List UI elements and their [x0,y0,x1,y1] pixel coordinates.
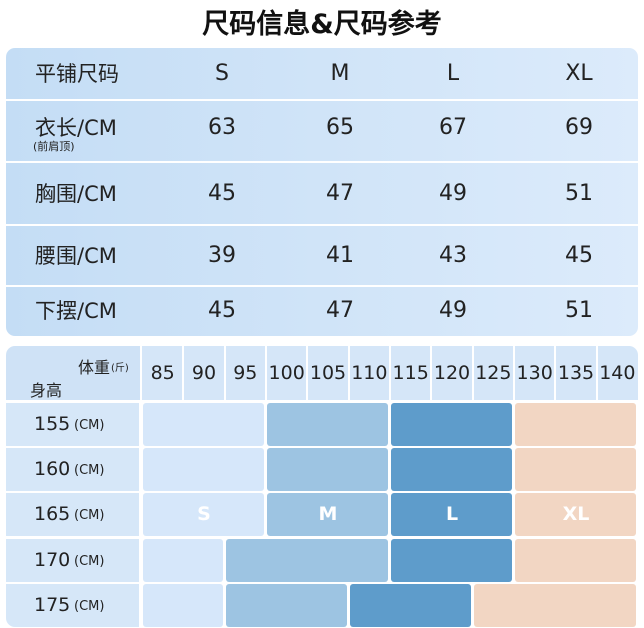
size-segment [349,584,471,627]
height-value: 175 [34,594,71,616]
col-divider [347,346,350,400]
size-segment [143,493,264,536]
weight-tick: 130 [516,362,553,384]
measure: 65 [326,115,354,140]
measure: 41 [326,242,354,268]
size-segment [143,539,223,582]
weight-tick: 90 [191,362,217,384]
height-cell [6,403,139,446]
size-segment [391,448,512,491]
row-note: (前肩顶) [33,140,75,153]
weight-unit: (斤) [111,363,129,374]
weight-tick: 135 [557,362,595,384]
size-segment [391,539,512,582]
height-value: 170 [34,549,71,571]
row-divider [6,285,638,287]
size-segment [515,493,636,536]
size-segment [143,448,264,491]
size-header: S [215,61,229,86]
measure: 51 [565,298,593,323]
height-label: 身高 [30,381,63,400]
weight-tick: 100 [268,362,305,384]
size-header: XL [565,61,593,86]
size-segment [143,584,223,627]
title: 尺码信息&尺码参考 [202,9,442,40]
col-divider [430,346,433,400]
size-header: M [330,61,350,86]
measure: 63 [208,115,236,140]
height-value: 160 [34,458,71,480]
col-divider [265,346,267,400]
size-segment [391,493,512,536]
col-divider [554,346,557,400]
measure: 43 [439,242,467,268]
size-segment [391,403,512,446]
measure: 51 [565,180,593,206]
size-segment [515,403,636,446]
col-divider [389,346,391,400]
measure: 45 [565,242,593,268]
height-value: 155 [34,413,71,435]
height-unit: (CM) [74,599,105,614]
col-divider [182,346,185,400]
weight-tick: 85 [150,362,175,384]
height-cell [6,584,139,627]
size-label: M [318,503,338,525]
height-cell [6,493,139,536]
size-segment [225,584,347,627]
size-table-bg [6,48,638,336]
measure: 47 [326,180,354,206]
measure: 45 [208,180,236,206]
corner-cell [6,346,140,400]
col-divider [513,346,515,400]
col-divider [471,346,474,400]
measure: 39 [208,242,236,268]
weight-tick: 95 [233,362,258,384]
height-value: 165 [34,503,71,525]
height-unit: (CM) [74,508,105,523]
weight-label: 体重 [78,358,111,377]
size-segment [515,448,636,491]
size-segment [515,539,636,582]
header-label: 平铺尺码 [35,62,119,86]
measure: 45 [208,298,236,323]
size-segment [267,493,388,536]
height-unit: (CM) [74,463,105,478]
height-unit: (CM) [74,418,105,433]
col-divider [595,346,598,400]
weight-tick: 115 [392,362,429,384]
row-divider [6,224,638,226]
row-label: 胸围/CM [35,181,117,206]
measure: 69 [565,115,593,140]
measure: 49 [439,180,467,206]
size-segment [225,539,388,582]
col-divider [223,346,226,400]
size-label: XL [562,503,590,525]
row-label: 下摆/CM [35,299,117,323]
weight-tick: 140 [599,362,636,384]
weight-tick: 110 [351,362,388,384]
size-segment [473,584,636,627]
row-label: 腰围/CM [35,243,117,268]
size-segment [267,448,388,491]
weight-tick: 120 [433,362,471,384]
weight-tick: 125 [475,362,512,384]
height-cell [6,539,139,582]
size-segment [267,403,388,446]
col-divider [306,346,309,400]
row-divider [6,99,638,101]
measure: 67 [439,115,467,140]
size-label: L [445,503,459,525]
row-divider [6,161,638,163]
measure: 49 [439,298,467,323]
size-label: S [197,503,211,525]
size-segment [143,403,264,446]
weight-tick: 105 [309,362,347,384]
height-unit: (CM) [74,554,105,569]
measure: 47 [326,298,354,323]
height-cell [6,448,139,491]
row-label: 衣长/CM [35,116,117,140]
size-header: L [446,61,460,86]
